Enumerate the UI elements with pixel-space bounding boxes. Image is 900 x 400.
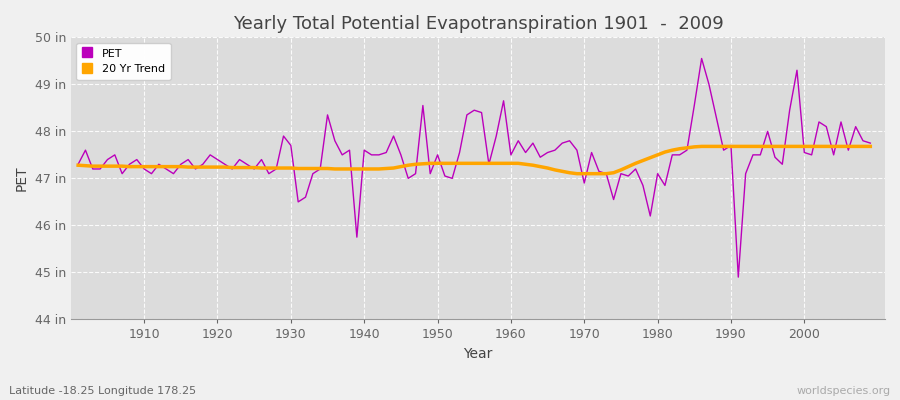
Text: Latitude -18.25 Longitude 178.25: Latitude -18.25 Longitude 178.25	[9, 386, 196, 396]
Title: Yearly Total Potential Evapotranspiration 1901  -  2009: Yearly Total Potential Evapotranspiratio…	[232, 15, 724, 33]
PET	[499, 98, 509, 103]
20 Yr Trend	[131, 164, 142, 169]
Legend: PET, 20 Yr Trend: PET, 20 Yr Trend	[76, 43, 171, 80]
Line: 20 Yr Trend: 20 Yr Trend	[78, 146, 870, 174]
PET	[337, 152, 347, 157]
PET	[292, 200, 303, 204]
20 Yr Trend	[506, 161, 517, 166]
PET	[593, 169, 604, 174]
20 Yr Trend	[601, 171, 612, 176]
X-axis label: Year: Year	[464, 347, 492, 361]
Text: worldspecies.org: worldspecies.org	[796, 386, 891, 396]
Line: PET: PET	[78, 58, 870, 277]
20 Yr Trend	[572, 171, 582, 176]
PET	[131, 157, 142, 162]
20 Yr Trend	[292, 166, 303, 171]
PET	[73, 162, 84, 167]
PET	[865, 141, 876, 146]
20 Yr Trend	[73, 163, 84, 168]
20 Yr Trend	[865, 144, 876, 149]
20 Yr Trend	[337, 166, 347, 171]
PET	[697, 56, 707, 61]
20 Yr Trend	[697, 144, 707, 149]
PET	[733, 275, 743, 280]
PET	[506, 152, 517, 157]
Y-axis label: PET: PET	[15, 166, 29, 191]
20 Yr Trend	[499, 161, 509, 166]
